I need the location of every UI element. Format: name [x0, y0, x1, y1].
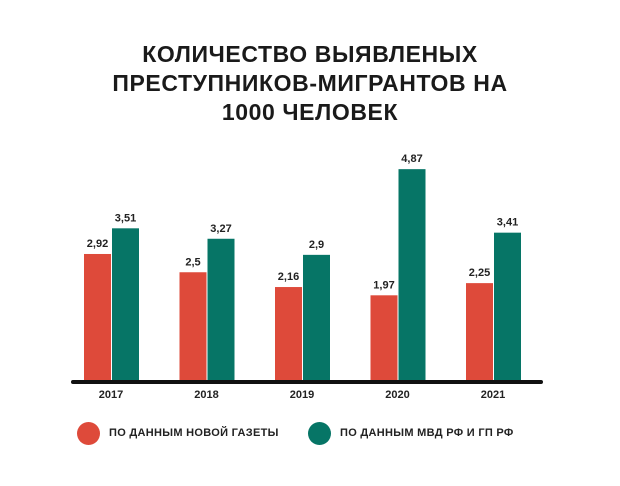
- x-tick-label-2019: 2019: [290, 389, 314, 401]
- legend-label-mvd: ПО ДАННЫМ МВД РФ И ГП РФ: [340, 427, 514, 439]
- data-label-2019-series-2: 2,9: [309, 239, 324, 251]
- chart-title-line-2: ПРЕСТУПНИКОВ-МИГРАНТОВ НА: [112, 70, 508, 96]
- x-tick-label-2018: 2018: [194, 389, 218, 401]
- bar-2018-series-2: [207, 238, 235, 381]
- legend-label-novaya-gazeta: ПО ДАННЫМ НОВОЙ ГАЗЕТЫ: [109, 427, 279, 439]
- legend-item-mvd: ПО ДАННЫМ МВД РФ И ГП РФ: [308, 421, 514, 445]
- bar-2020-series-2: [398, 169, 426, 381]
- bar-2018-series-1: [179, 272, 207, 381]
- bar-2017-series-1: [84, 253, 111, 381]
- data-label-2019-series-1: 2,16: [278, 271, 299, 283]
- chart-title: КОЛИЧЕСТВО ВЫЯВЛЕНЫХ ПРЕСТУПНИКОВ-МИГРАН…: [0, 40, 620, 127]
- data-label-2017-series-2: 3,51: [115, 212, 136, 224]
- data-label-2020-series-2: 4,87: [401, 153, 422, 165]
- bar-2019-series-2: [303, 254, 330, 381]
- x-tick-label-2020: 2020: [385, 389, 409, 401]
- data-label-2018-series-1: 2,5: [185, 256, 200, 268]
- legend-swatch-green: [308, 421, 331, 445]
- bar-2020-series-1: [370, 295, 398, 381]
- data-label-2021-series-1: 2,25: [469, 267, 490, 279]
- legend-item-novaya-gazeta: ПО ДАННЫМ НОВОЙ ГАЗЕТЫ: [77, 421, 279, 445]
- chart-title-line-1: КОЛИЧЕСТВО ВЫЯВЛЕНЫХ: [142, 41, 478, 67]
- bar-2021-series-2: [494, 232, 521, 381]
- bar-2017-series-2: [112, 228, 139, 381]
- bar-2019-series-1: [275, 287, 302, 381]
- x-tick-label-2021: 2021: [481, 389, 505, 401]
- data-label-2020-series-1: 1,97: [373, 279, 394, 291]
- legend-swatch-red: [77, 421, 100, 445]
- chart-title-line-3: 1000 ЧЕЛОВЕК: [221, 99, 399, 125]
- x-tick-label-2017: 2017: [99, 389, 123, 401]
- data-label-2018-series-2: 3,27: [210, 223, 231, 235]
- bar-2021-series-1: [466, 283, 493, 381]
- data-label-2021-series-2: 3,41: [497, 217, 518, 229]
- data-label-2017-series-1: 2,92: [87, 238, 108, 250]
